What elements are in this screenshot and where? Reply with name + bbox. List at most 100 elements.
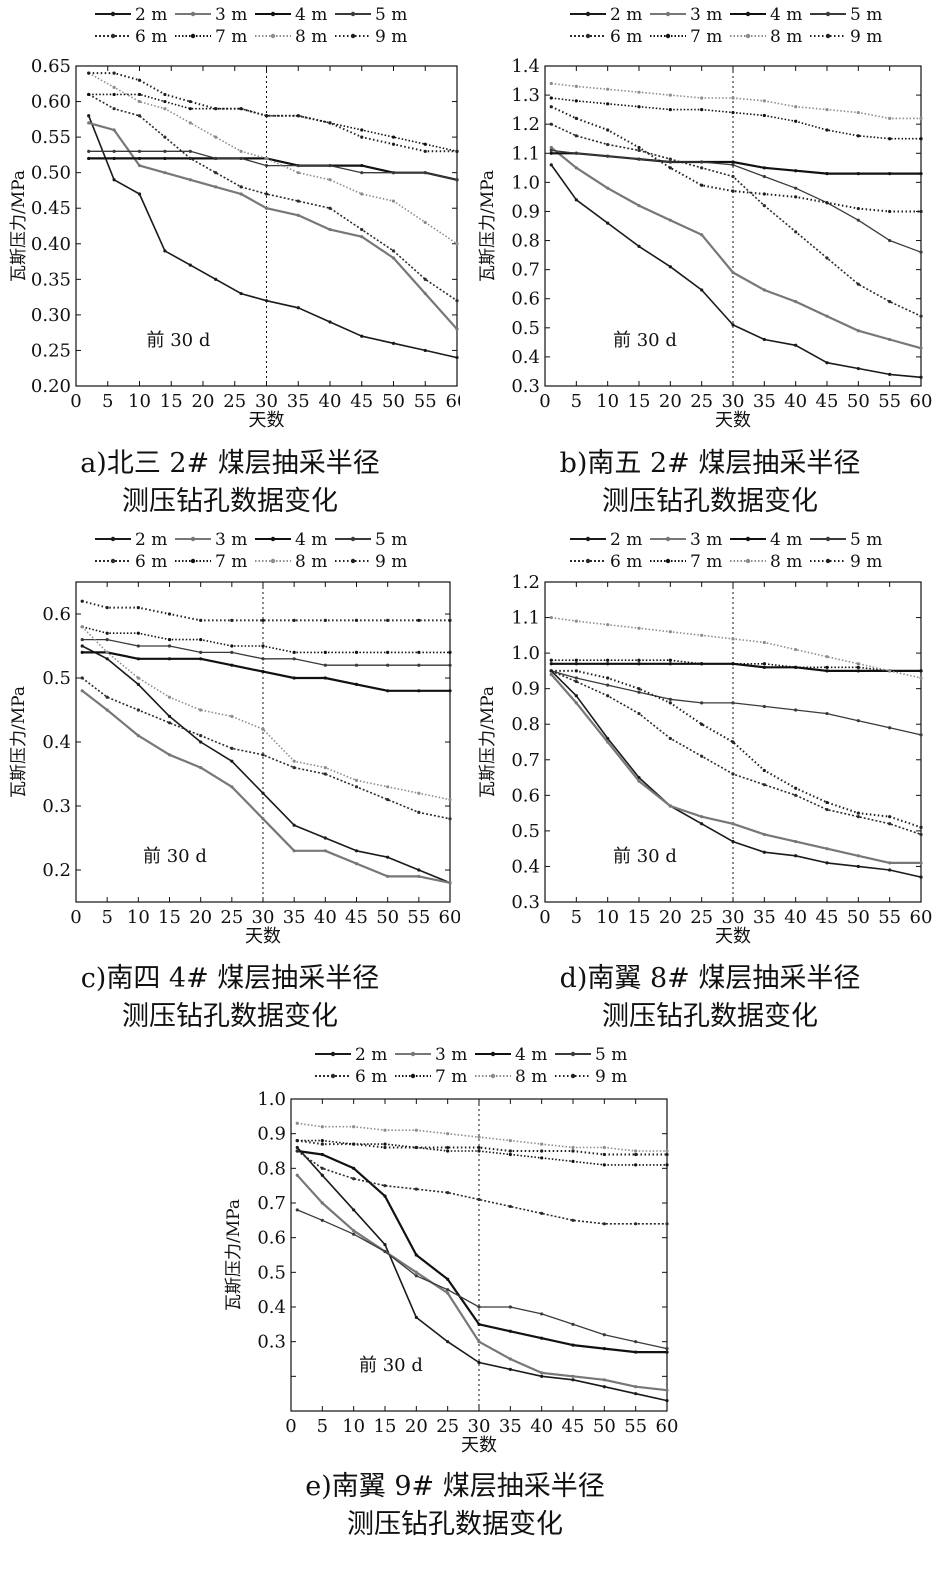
x-tick-label: 50 [847,907,870,928]
data-point [574,701,578,705]
data-point [762,113,766,118]
y-tick-label: 0.50 [31,163,71,184]
legend-label: 5 m [850,5,882,25]
data-point [383,1249,387,1254]
data-point [856,134,860,138]
data-point [637,779,641,783]
x-tick-label: 55 [407,907,430,928]
data-point [637,204,641,208]
y-tick-label: 0.65 [31,56,71,77]
data-point [856,110,860,115]
legend-label: 2 m [135,530,167,550]
y-tick-label: 0.25 [31,340,71,361]
y-tick-label: 0.5 [42,668,71,689]
data-point [549,148,553,152]
data-point [446,1340,450,1344]
x-tick-label: 30 [722,907,745,928]
caption-b: b)南五 2# 煤层抽采半径 测压钻孔数据变化 [475,445,945,521]
data-point [574,676,578,680]
data-point [919,832,923,837]
legend: 2 m 3 m 4 m 5 m 6 m 7 m 8 m 9 m [95,5,407,47]
data-point [606,683,610,687]
x-tick-label: 45 [816,907,839,928]
data-point [188,121,192,125]
legend-marker [270,536,276,542]
data-point [856,854,860,858]
data-point [762,662,766,666]
data-point [540,1371,544,1375]
y-axis-label: 瓦斯压力/MPa [9,686,29,798]
data-point [549,105,553,109]
legend-marker [110,33,116,39]
legend-label: 4 m [770,530,802,550]
legend-marker [825,33,831,39]
caption-c-line1: c)南四 4# 煤层抽采半径 [80,963,380,994]
data-point [668,736,672,741]
data-point [794,854,798,858]
data-point [328,320,332,324]
data-point [919,172,923,176]
data-point [136,644,140,648]
legend-label: 7 m [690,552,722,572]
data-point [446,1149,450,1153]
data-point [888,861,892,865]
data-point [261,791,265,795]
data-point [386,663,390,667]
data-point [320,1218,324,1222]
x-tick-label: 10 [342,1416,365,1437]
data-point [214,171,218,175]
x-tick-label: 50 [376,907,399,928]
y-tick-label: 0.2 [42,860,71,881]
data-point [230,650,234,654]
data-point [700,815,704,819]
data-point [136,682,140,686]
caption-a: a)北三 2# 煤层抽采半径 测压钻孔数据变化 [0,445,460,521]
data-point [602,1145,606,1150]
legend-label: 7 m [215,552,247,572]
data-point [602,1347,606,1351]
legend-label: 7 m [435,1067,467,1087]
legend-marker [110,11,116,17]
data-point [328,206,332,210]
data-point [292,823,296,827]
legend-marker [190,536,196,542]
caption-d-line1: d)南翼 8# 煤层抽采半径 [559,963,861,994]
legend-label: 3 m [215,530,247,550]
data-point [668,662,672,666]
data-point [731,189,735,193]
data-point [446,1291,450,1295]
data-point [188,99,192,104]
chart-e: 2 m 3 m 4 m 5 m 6 m 7 m 8 m 9 m 0 5 10 15 20 25 30 35 40… [224,1045,678,1456]
data-point [137,163,142,168]
data-point [295,1173,299,1177]
data-point [477,1135,481,1139]
legend-label: 3 m [690,530,722,550]
data-point [888,172,892,176]
data-point [137,149,142,153]
legend-marker [330,1051,336,1057]
legend-marker [350,11,356,17]
data-point [700,662,704,666]
data-point [571,1159,575,1163]
legend-marker [190,11,196,17]
x-tick-label: 30 [252,907,275,928]
data-point [230,714,234,718]
data-point [386,689,390,693]
series-line-3m [296,1174,668,1392]
data-point [602,1378,606,1382]
data-point [391,142,396,146]
x-tick-label: 60 [446,391,460,412]
legend-label: 6 m [355,1067,387,1087]
data-point [665,1149,669,1153]
legend-marker [570,1073,576,1079]
data-point [386,618,390,622]
data-point [637,711,641,716]
x-tick-label: 35 [753,391,776,412]
y-tick-label: 1.3 [511,85,540,106]
data-point [264,114,269,118]
data-point [668,166,672,170]
data-point [352,1208,356,1212]
data-point [423,171,427,175]
data-point [825,314,829,318]
data-point [167,638,172,642]
